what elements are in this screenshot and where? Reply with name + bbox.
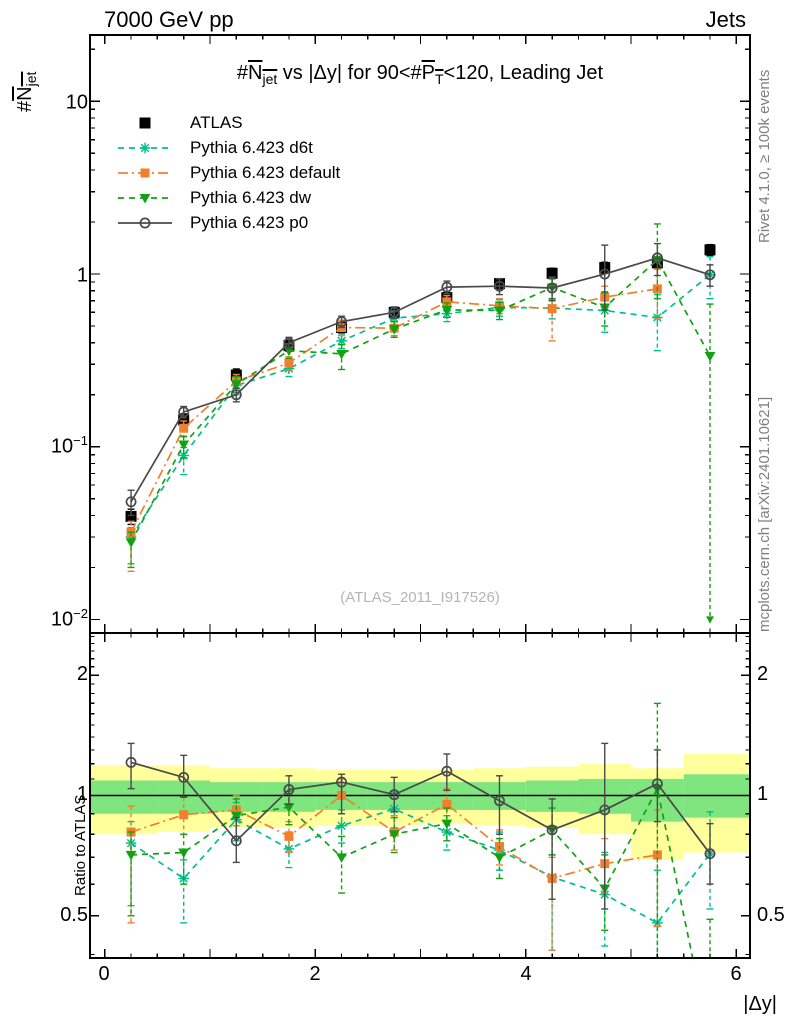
main-y-axis-title: #Njet (14, 71, 39, 112)
beam-energy-label: 7000 GeV pp (104, 7, 234, 32)
main-y-tick-10: 10 (65, 91, 88, 114)
mcplots-credit: mcplots.cern.ch [arXiv:2401.10621] (756, 396, 773, 632)
ratio-y-axis-title: Ratio to ATLAS (72, 794, 89, 896)
ratio-y-tick-2-left: 2 (76, 663, 88, 685)
series-dw (125, 223, 716, 624)
x-tick-4: 4 (520, 963, 532, 985)
legend-label: Pythia 6.423 default (190, 162, 341, 182)
plot-title: #Njet vs |Δy| for 90<#PT<120, Leading Je… (236, 62, 604, 87)
main-y-tick-1e-1: 10−1 (50, 433, 88, 458)
legend-marker-dw (118, 193, 172, 203)
x-tick-0: 0 (98, 963, 110, 985)
legend-label: ATLAS (190, 112, 243, 132)
main-y-tick-1e-2: 10−2 (50, 606, 88, 631)
legend: ATLAS Pythia 6.423 d6t Pythia 6.423 defa… (116, 110, 340, 235)
axis-ticks (90, 35, 750, 958)
legend-marker-default (118, 168, 172, 177)
legend-marker-d6t (118, 142, 172, 153)
series-dw (125, 702, 714, 958)
legend-row-p0: Pythia 6.423 p0 (116, 210, 340, 235)
ratio-y-tick-1-right: 1 (757, 783, 769, 805)
legend-row-default: Pythia 6.423 default (116, 160, 340, 185)
legend-marker-p0 (118, 217, 172, 228)
rivet-version-credit: Rivet 4.1.0, ≥ 100k events (756, 69, 773, 243)
legend-row-atlas: ATLAS (116, 110, 340, 135)
legend-marker-atlas (139, 117, 151, 128)
legend-label: Pythia 6.423 d6t (190, 137, 313, 157)
ratio-y-tick-2-right: 2 (757, 663, 769, 685)
series-p0 (125, 742, 716, 910)
legend-row-dw: Pythia 6.423 dw (116, 185, 340, 210)
analysis-id-watermark: (ATLAS_2011_I917526) (340, 589, 500, 606)
main-y-tick-1: 1 (76, 264, 88, 287)
series-p0 (125, 242, 716, 517)
legend-label: Pythia 6.423 dw (190, 187, 311, 207)
analysis-group-label: Jets (705, 7, 746, 32)
ratio-y-tick-05-left: 0.5 (60, 904, 88, 926)
legend-label: Pythia 6.423 p0 (190, 212, 309, 232)
ratio-y-tick-05-right: 0.5 (757, 904, 785, 926)
x-axis-title: |Δy| (743, 993, 777, 1015)
x-tick-2: 2 (309, 963, 321, 985)
x-tick-6: 6 (730, 963, 742, 985)
ratio-y-tick-1-left: 1 (76, 783, 88, 805)
legend-row-d6t: Pythia 6.423 d6t (116, 135, 340, 160)
uncertainty-bands (90, 753, 750, 860)
